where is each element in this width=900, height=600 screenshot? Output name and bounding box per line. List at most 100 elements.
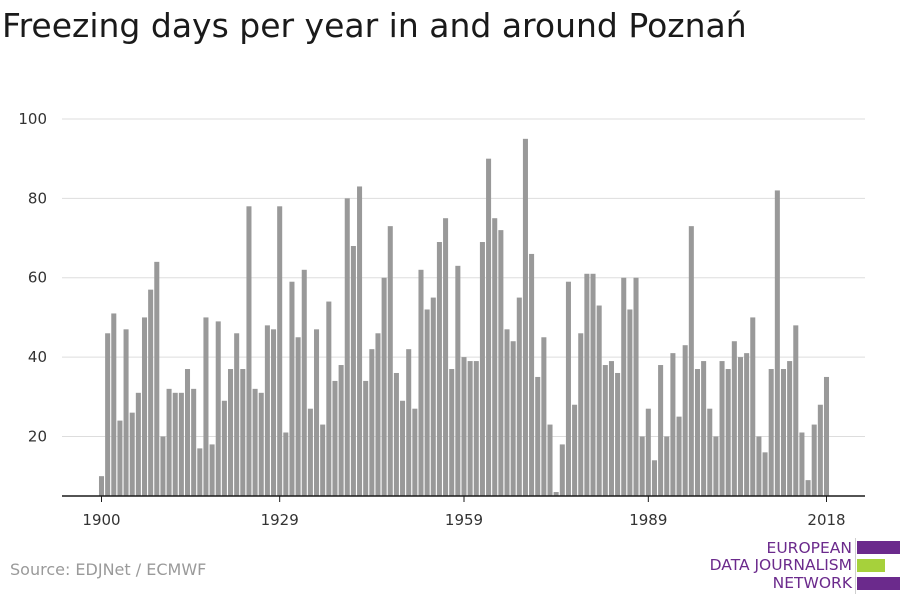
bar-1970 bbox=[529, 253, 535, 496]
y-tick-label: 60 bbox=[28, 269, 47, 287]
bar-1969 bbox=[522, 138, 528, 496]
bar-2003 bbox=[731, 341, 737, 496]
bar-1982 bbox=[602, 365, 608, 496]
bar-1989 bbox=[645, 408, 651, 496]
bar-1948 bbox=[393, 372, 399, 496]
chart-title: Freezing days per year in and around Poz… bbox=[2, 6, 747, 45]
bar-1975 bbox=[559, 444, 565, 496]
bar-1984 bbox=[615, 372, 621, 496]
bar-1992 bbox=[664, 436, 670, 496]
bar-1990 bbox=[651, 460, 657, 496]
bar-1938 bbox=[332, 380, 338, 496]
bar-2007 bbox=[756, 436, 762, 496]
bar-1981 bbox=[596, 305, 602, 496]
y-tick-label: 80 bbox=[28, 189, 47, 207]
bar-1966 bbox=[504, 329, 510, 496]
bar-1927 bbox=[264, 325, 270, 496]
bar-1986 bbox=[627, 309, 633, 496]
bar-1971 bbox=[535, 376, 541, 496]
bar-1947 bbox=[387, 226, 393, 496]
bar-1999 bbox=[707, 408, 713, 496]
logo-line-3: NETWORK bbox=[772, 574, 852, 592]
x-tick-label: 1959 bbox=[445, 511, 483, 529]
bar-1979 bbox=[584, 273, 590, 496]
bar-1961 bbox=[473, 361, 479, 496]
bar-2002 bbox=[725, 369, 731, 496]
logo-line-1: EUROPEAN bbox=[766, 539, 852, 557]
bar-1929 bbox=[277, 206, 283, 496]
bar-1903 bbox=[117, 420, 123, 496]
bar-1902 bbox=[111, 313, 117, 496]
bar-1907 bbox=[141, 317, 148, 496]
bar-1928 bbox=[271, 329, 277, 496]
bar-2005 bbox=[744, 353, 750, 496]
x-tick-label: 1929 bbox=[261, 511, 299, 529]
bar-1942 bbox=[357, 186, 363, 496]
bar-1960 bbox=[467, 361, 473, 496]
bar-1923 bbox=[240, 369, 246, 496]
edjnet-logo: EUROPEAN DATA JOURNALISM NETWORK bbox=[700, 538, 900, 594]
x-tick-label: 1900 bbox=[82, 511, 120, 529]
bar-1906 bbox=[135, 392, 141, 496]
bar-1937 bbox=[326, 301, 332, 496]
bar-1909 bbox=[154, 261, 160, 496]
bar-1933 bbox=[301, 269, 307, 496]
bar-1998 bbox=[701, 361, 707, 496]
bar-2010 bbox=[774, 190, 780, 496]
bar-1934 bbox=[307, 408, 313, 496]
logo-separator bbox=[855, 538, 856, 594]
bar-1940 bbox=[344, 198, 350, 496]
bar-1983 bbox=[608, 361, 614, 496]
bar-1925 bbox=[252, 388, 258, 496]
bar-1939 bbox=[338, 365, 344, 496]
source-note: Source: EDJNet / ECMWF bbox=[10, 560, 207, 579]
logo-bar-purple-bottom bbox=[857, 577, 900, 590]
bar-1993 bbox=[670, 353, 676, 496]
bar-1946 bbox=[381, 277, 387, 496]
bar-1918 bbox=[209, 444, 215, 496]
bar-1901 bbox=[105, 333, 111, 496]
bar-1952 bbox=[418, 269, 424, 496]
y-axis-tick-labels: 20 40 60 80 100 bbox=[18, 110, 47, 445]
bar-1988 bbox=[639, 436, 645, 496]
bar-1904 bbox=[123, 329, 129, 496]
bar-2013 bbox=[793, 325, 799, 496]
bar-2011 bbox=[780, 369, 787, 496]
bar-1987 bbox=[633, 277, 639, 496]
bar-1959 bbox=[461, 357, 467, 496]
bar-1978 bbox=[578, 333, 584, 496]
bar-1956 bbox=[443, 218, 449, 496]
bar-1968 bbox=[516, 297, 522, 496]
bar-1967 bbox=[510, 341, 516, 496]
bar-1936 bbox=[320, 424, 326, 496]
bar-1914 bbox=[184, 369, 191, 496]
bar-1922 bbox=[234, 333, 240, 496]
bar-1955 bbox=[436, 242, 442, 496]
bar-2004 bbox=[737, 357, 743, 496]
bar-2015 bbox=[805, 480, 811, 496]
bar-1920 bbox=[221, 400, 227, 496]
bar-1972 bbox=[541, 337, 547, 496]
bar-1954 bbox=[430, 297, 436, 496]
bar-1957 bbox=[449, 369, 455, 496]
bar-1912 bbox=[172, 392, 178, 496]
bar-1953 bbox=[424, 309, 430, 496]
bar-2014 bbox=[799, 432, 805, 496]
bar-1910 bbox=[160, 436, 166, 496]
bar-2006 bbox=[750, 317, 756, 496]
bar-1965 bbox=[498, 230, 504, 496]
bar-1919 bbox=[215, 321, 221, 496]
bar-1976 bbox=[565, 281, 571, 496]
bar-1996 bbox=[688, 226, 694, 496]
bar-2001 bbox=[719, 361, 725, 496]
logo-line-2: DATA JOURNALISM bbox=[709, 556, 852, 574]
bar-1908 bbox=[148, 289, 154, 496]
bar-1991 bbox=[658, 365, 664, 496]
bar-1997 bbox=[694, 369, 700, 496]
bar-1951 bbox=[412, 408, 418, 496]
bar-1943 bbox=[363, 380, 369, 496]
bar-2017 bbox=[817, 404, 823, 496]
logo-bar-green bbox=[857, 559, 885, 572]
bar-1932 bbox=[295, 337, 301, 496]
